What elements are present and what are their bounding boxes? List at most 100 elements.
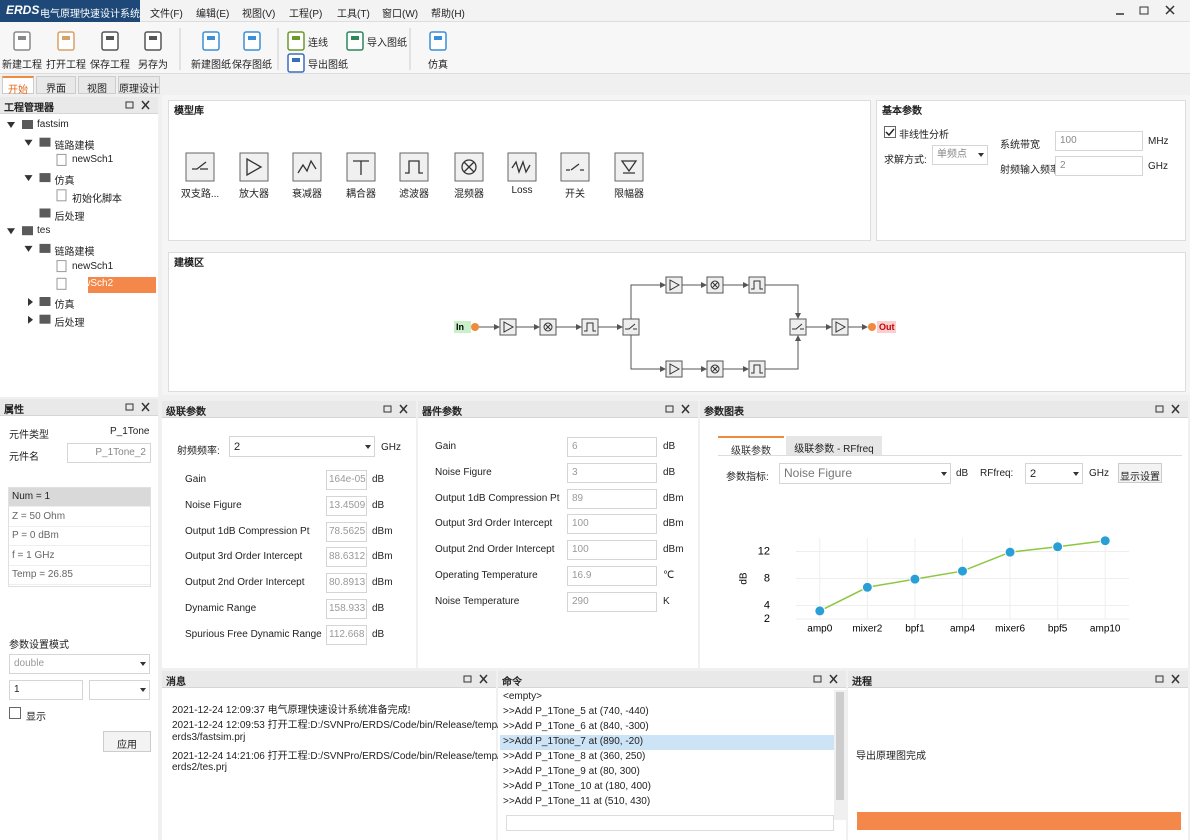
- text-field[interactable]: 13.4509: [326, 496, 367, 516]
- message-line: 2021-12-24 14:21:06 打开工程:D:/SVNPro/ERDS/…: [172, 747, 500, 762]
- param-label: 系统带宽: [1000, 136, 1040, 151]
- model-item[interactable]: Loss: [492, 185, 552, 196]
- text-field[interactable]: 3: [567, 463, 657, 483]
- toolbar-button[interactable]: 仿真: [408, 56, 468, 71]
- toolbar-icon: [288, 32, 304, 50]
- y-axis-title: dB: [739, 572, 750, 585]
- y-tick-label: 8: [764, 572, 770, 584]
- command-line: >>Add P_1Tone_10 at (180, 400): [503, 781, 651, 792]
- text-field[interactable]: 100: [1055, 131, 1143, 151]
- text-field[interactable]: 1: [9, 680, 83, 700]
- model-icon: [293, 153, 321, 181]
- text-field[interactable]: 158.933: [326, 599, 367, 619]
- checkbox: [10, 708, 21, 719]
- command-line: >>Add P_1Tone_6 at (840, -300): [503, 721, 649, 732]
- text-field[interactable]: 88.6312: [326, 547, 367, 567]
- text-field[interactable]: 6: [567, 437, 657, 457]
- panel-buttons: [382, 404, 412, 416]
- schematic-block: [582, 319, 598, 335]
- file-icon: [57, 278, 66, 289]
- folder-icon: [40, 244, 51, 253]
- param-row[interactable]: Temp = 26.85: [9, 566, 150, 585]
- text-field[interactable]: 2: [1055, 156, 1143, 176]
- text-field[interactable]: 16.9: [567, 566, 657, 586]
- model-item[interactable]: 混频器: [439, 185, 499, 200]
- tree-node[interactable]: 链路建模: [55, 243, 95, 258]
- param-row[interactable]: Z = 50 Ohm: [9, 508, 150, 527]
- tree-node[interactable]: newSch1: [72, 154, 113, 165]
- ribbon-tab[interactable]: 视图: [78, 76, 116, 94]
- folder-icon: [40, 209, 51, 218]
- file-icon: [57, 154, 66, 165]
- file-icon: [57, 261, 66, 272]
- combo-box[interactable]: 2: [229, 436, 375, 457]
- tree-node[interactable]: 仿真: [55, 296, 75, 311]
- output-label: Out: [879, 322, 895, 332]
- chart-tab[interactable]: 级联参数 - RFfreq: [786, 436, 882, 455]
- tree-node[interactable]: 链路建模: [55, 137, 95, 152]
- ribbon-tab[interactable]: 开始: [2, 76, 34, 94]
- chart-tab[interactable]: 级联参数: [718, 436, 784, 455]
- tree-node[interactable]: 后处理: [55, 314, 85, 329]
- toolbar-icon-accent: [106, 36, 114, 40]
- tree-node[interactable]: 初始化脚本: [72, 190, 122, 205]
- toolbar-button[interactable]: 另存为: [123, 56, 183, 71]
- close-button: [1172, 405, 1179, 413]
- model-item[interactable]: 限幅器: [599, 185, 659, 200]
- text-field[interactable]: 100: [567, 514, 657, 534]
- panel-title: 属性: [4, 401, 24, 416]
- text-field[interactable]: 164e-05: [326, 470, 367, 490]
- tree-node[interactable]: newSch1: [72, 261, 113, 272]
- command-line: >>Add P_1Tone_7 at (890, -20): [503, 736, 643, 747]
- toolbar-icon: [430, 32, 446, 50]
- close-button: [1172, 675, 1179, 683]
- text-field[interactable]: 112.668: [326, 625, 367, 645]
- toolbar-icon-accent: [207, 36, 215, 40]
- unit: dBm: [663, 518, 684, 529]
- model-item[interactable]: 放大器: [224, 185, 284, 200]
- tree-node[interactable]: 后处理: [55, 208, 85, 223]
- y-tick-label: 12: [758, 545, 770, 557]
- data-point: [958, 566, 968, 576]
- text-field[interactable]: 78.5625: [326, 522, 367, 542]
- settings-button[interactable]: 显示设置: [1118, 463, 1162, 483]
- model-item[interactable]: 滤波器: [384, 185, 444, 200]
- model-item[interactable]: 双支路...: [170, 185, 230, 200]
- arrow: [978, 153, 984, 157]
- tree-node[interactable]: fastsim: [37, 119, 69, 130]
- tab-underline: [718, 455, 1182, 456]
- apply-button[interactable]: 应用: [103, 731, 151, 752]
- x-tick-label: amp0: [807, 624, 832, 635]
- text-field[interactable]: 89: [567, 489, 657, 509]
- unit: dBm: [372, 577, 393, 588]
- tree-node[interactable]: tes: [37, 225, 50, 236]
- param-row[interactable]: Num = 1: [9, 488, 150, 507]
- param-row[interactable]: f = 1 GHz: [9, 547, 150, 566]
- toolbar-button[interactable]: 保存图纸: [222, 56, 282, 71]
- combo-box[interactable]: double: [9, 654, 150, 674]
- arrow: [140, 688, 146, 692]
- close-button: [142, 101, 149, 109]
- toolbar-button[interactable]: 导入图纸: [367, 34, 407, 49]
- model-item[interactable]: 衰减器: [277, 185, 337, 200]
- toolbar-icon-accent: [434, 36, 442, 40]
- toolbar-icon: [14, 32, 30, 50]
- text-field[interactable]: 290: [567, 592, 657, 612]
- model-item[interactable]: 耦合器: [331, 185, 391, 200]
- command-line: >>Add P_1Tone_5 at (740, -440): [503, 706, 649, 717]
- text-field[interactable]: 80.8913: [326, 573, 367, 593]
- tree-node[interactable]: 仿真: [55, 172, 75, 187]
- combo-box[interactable]: Noise Figure: [779, 463, 951, 484]
- text-field[interactable]: P_1Tone_2: [67, 443, 151, 463]
- text-field[interactable]: 100: [567, 540, 657, 560]
- param-row[interactable]: P = 0 dBm: [9, 527, 150, 546]
- ribbon-tab[interactable]: 界面: [36, 76, 76, 94]
- model-item[interactable]: 开关: [545, 185, 605, 200]
- tree-node[interactable]: newSch2: [72, 278, 113, 289]
- toolbar-button[interactable]: 导出图纸: [308, 56, 348, 71]
- data-point: [815, 606, 825, 616]
- ribbon-tab[interactable]: 原理设计: [118, 76, 160, 94]
- prop-label: 参数设置模式: [9, 636, 69, 651]
- toolbar-button[interactable]: 连线: [308, 34, 328, 49]
- toolbar-icon-accent: [351, 36, 359, 40]
